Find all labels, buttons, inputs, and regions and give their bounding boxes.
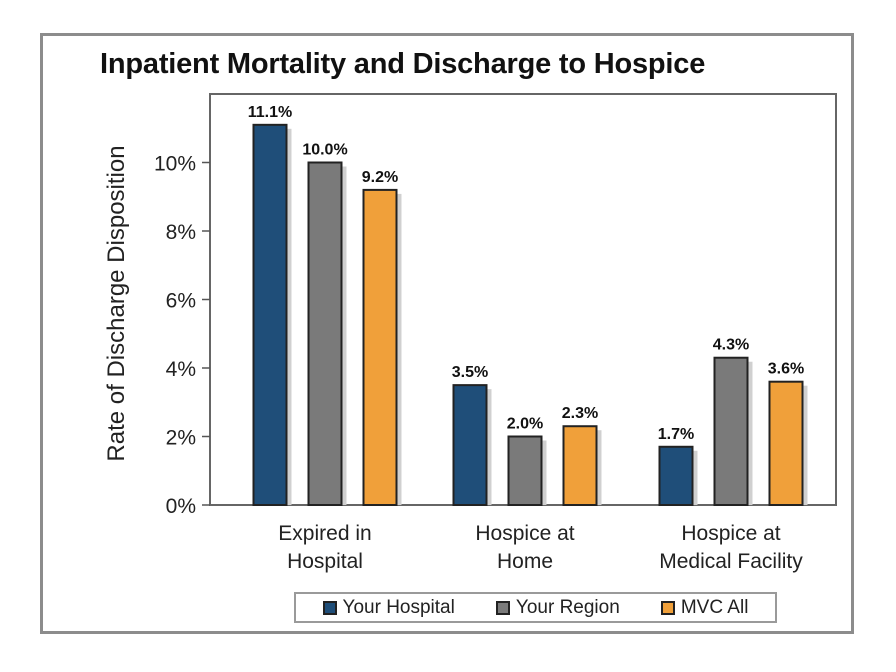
legend-item-mvc-all: MVC All	[660, 596, 749, 619]
legend-label: MVC All	[680, 596, 749, 618]
x-category-label: Home	[497, 550, 553, 573]
x-category-label: Hospice at	[475, 522, 574, 545]
y-tick-label: 8%	[166, 221, 196, 244]
bar	[252, 123, 288, 506]
data-label: 2.3%	[562, 405, 598, 422]
bar	[507, 435, 543, 506]
chart-title: Inpatient Mortality and Discharge to Hos…	[100, 48, 706, 80]
y-tick-label: 0%	[166, 495, 196, 518]
legend: Your Hospital Your Region MVC All	[294, 592, 777, 623]
x-category-label: Medical Facility	[659, 550, 803, 573]
x-category-label: Hospital	[287, 550, 363, 573]
legend-swatch-your-region	[495, 600, 510, 615]
data-label: 11.1%	[248, 104, 292, 121]
legend-label: Your Region	[515, 596, 620, 618]
y-tick-label: 4%	[166, 358, 196, 381]
y-tick-label: 2%	[166, 427, 196, 450]
bar	[658, 445, 694, 506]
bar	[768, 380, 804, 507]
legend-swatch-your-hospital	[322, 600, 337, 615]
chart-frame	[40, 33, 854, 634]
y-axis-title: Rate of Discharge Disposition	[103, 145, 130, 461]
data-label: 9.2%	[362, 169, 398, 186]
bar	[562, 425, 598, 507]
data-label: 2.0%	[507, 416, 543, 433]
x-category-label: Expired in	[278, 522, 371, 545]
bar	[452, 384, 488, 506]
data-label: 3.5%	[452, 364, 488, 381]
y-tick-label: 6%	[166, 290, 196, 313]
bar	[713, 356, 749, 506]
bar	[307, 161, 343, 506]
legend-item-your-region: Your Region	[495, 596, 620, 619]
legend-swatch-mvc-all	[660, 600, 675, 615]
legend-label: Your Hospital	[342, 596, 455, 618]
data-label: 1.7%	[658, 426, 694, 443]
x-category-label: Hospice at	[681, 522, 780, 545]
data-label: 10.0%	[302, 142, 347, 159]
data-label: 3.6%	[768, 361, 804, 378]
data-label: 4.3%	[713, 337, 749, 354]
y-tick-label: 10%	[154, 153, 196, 176]
bar	[362, 188, 398, 506]
legend-item-your-hospital: Your Hospital	[322, 596, 455, 619]
